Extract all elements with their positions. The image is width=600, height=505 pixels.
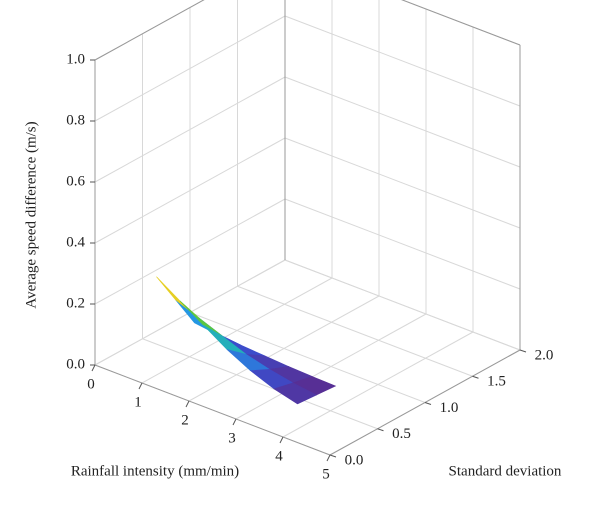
y-axis-label: Standard deviation bbox=[449, 463, 562, 479]
y-tick-label: 0.0 bbox=[345, 452, 364, 468]
x-tick-label: 3 bbox=[228, 430, 236, 446]
surface-cell bbox=[273, 382, 318, 405]
x-tick-label: 2 bbox=[181, 412, 189, 428]
grid-line bbox=[284, 137, 521, 229]
grid-line bbox=[401, 0, 521, 46]
x-tick bbox=[91, 364, 96, 372]
y-tick bbox=[377, 428, 384, 432]
z-axis-label: Average speed difference (m/s) bbox=[23, 121, 39, 308]
y-tick bbox=[329, 454, 337, 458]
x-tick bbox=[279, 436, 284, 444]
y-tick-label: 2.0 bbox=[535, 347, 554, 363]
grid-line bbox=[94, 76, 286, 183]
y-tick bbox=[472, 375, 479, 379]
x-tick bbox=[232, 418, 237, 426]
z-tick-label: 0.4 bbox=[66, 234, 85, 250]
grid-line bbox=[94, 15, 286, 122]
y-tick-label: 0.5 bbox=[392, 426, 411, 442]
y-tick-label: 1.5 bbox=[487, 374, 506, 390]
z-tick-label: 1.0 bbox=[66, 51, 85, 67]
x-tick-label: 4 bbox=[275, 448, 283, 464]
x-tick bbox=[185, 400, 190, 408]
y-tick bbox=[519, 349, 527, 353]
x-axis-label: Rainfall intensity (mm/min) bbox=[71, 463, 239, 479]
axis-frame bbox=[401, 0, 521, 46]
axis-frame bbox=[94, 364, 331, 456]
surface-cell bbox=[156, 276, 200, 319]
z-tick-label: 0.6 bbox=[66, 173, 85, 189]
x-tick-label: 5 bbox=[322, 466, 330, 482]
axis-frame bbox=[94, 0, 205, 61]
x-tick bbox=[138, 382, 143, 390]
z-tick-label: 0.0 bbox=[66, 356, 85, 372]
grid-line bbox=[142, 338, 378, 430]
grid-line bbox=[94, 198, 286, 305]
x-tick-label: 1 bbox=[134, 394, 142, 410]
z-tick-label: 0.2 bbox=[66, 295, 85, 311]
x-tick-label: 0 bbox=[87, 376, 95, 392]
grid-line bbox=[189, 312, 426, 403]
z-tick-label: 0.8 bbox=[66, 112, 85, 128]
grid-line bbox=[284, 198, 521, 290]
y-tick-label: 1.0 bbox=[440, 400, 459, 416]
grid-line bbox=[94, 137, 286, 244]
x-tick bbox=[326, 454, 331, 462]
grid-line bbox=[284, 259, 521, 351]
grid-line bbox=[284, 15, 521, 107]
grid-line bbox=[284, 76, 521, 168]
y-tick bbox=[424, 402, 432, 405]
grid-line bbox=[237, 285, 473, 377]
